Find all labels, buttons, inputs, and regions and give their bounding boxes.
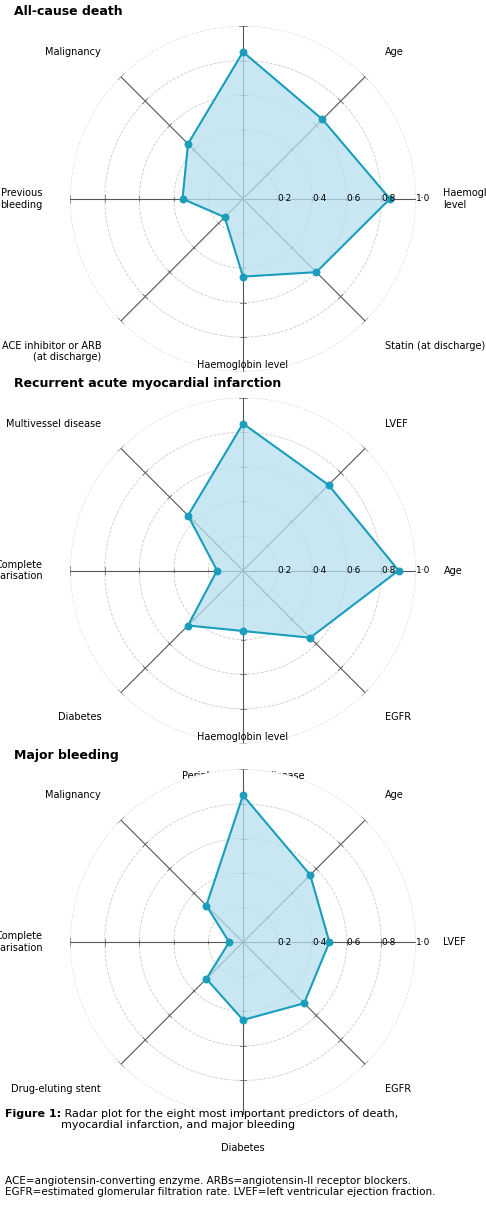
Text: Previous
bleeding: Previous bleeding [0, 188, 42, 209]
Text: ACE=angiotensin-converting enzyme. ARBs=angiotensin-II receptor blockers.
EGFR=e: ACE=angiotensin-converting enzyme. ARBs=… [5, 1176, 435, 1197]
Point [306, 627, 314, 647]
Text: All-cause death: All-cause death [15, 5, 123, 18]
Text: 0·8: 0·8 [381, 566, 396, 574]
Text: 0·4: 0·4 [312, 566, 327, 574]
Text: Age: Age [385, 791, 403, 801]
Text: 1·0: 1·0 [416, 194, 430, 203]
Text: 0·6: 0·6 [347, 566, 361, 574]
Text: 0·2: 0·2 [278, 194, 292, 203]
Point [203, 895, 210, 915]
Text: EGFR: EGFR [385, 712, 411, 722]
Text: 0·8: 0·8 [381, 937, 396, 947]
Polygon shape [183, 52, 390, 277]
Point [395, 561, 402, 581]
Text: Haemoglobin level: Haemoglobin level [197, 360, 289, 370]
Text: 0·4: 0·4 [312, 937, 327, 947]
Point [239, 42, 247, 62]
Text: Diabetes: Diabetes [58, 712, 101, 722]
Point [239, 413, 247, 433]
Text: Drug-eluting stent: Drug-eluting stent [12, 1084, 101, 1093]
Text: Multivessel disease: Multivessel disease [6, 418, 101, 429]
Text: Peripheral artery disease: Peripheral artery disease [182, 771, 304, 781]
Text: 1·0: 1·0 [416, 566, 430, 574]
Text: 0·8: 0·8 [381, 194, 396, 203]
Text: 0·6: 0·6 [347, 937, 361, 947]
Point [386, 189, 394, 209]
Text: LVEF: LVEF [385, 418, 407, 429]
Text: EGFR: EGFR [230, 400, 256, 410]
Text: Age: Age [444, 566, 462, 576]
Point [325, 475, 332, 494]
Text: 0·4: 0·4 [312, 194, 327, 203]
Text: Statin (at discharge): Statin (at discharge) [385, 341, 485, 351]
Point [179, 189, 187, 209]
Text: Malignancy: Malignancy [46, 47, 101, 57]
Text: LVEF: LVEF [444, 937, 466, 947]
Polygon shape [207, 796, 330, 1020]
Point [184, 506, 192, 525]
Point [239, 1010, 247, 1030]
Point [326, 932, 333, 952]
Point [221, 208, 228, 228]
Point [239, 786, 247, 806]
Text: Malignancy: Malignancy [46, 791, 101, 801]
Point [213, 561, 221, 581]
Text: 0·6: 0·6 [347, 194, 361, 203]
Text: Major bleeding: Major bleeding [15, 749, 119, 761]
Point [203, 969, 210, 989]
Text: Complete
revascularisation: Complete revascularisation [0, 560, 42, 582]
Point [306, 865, 314, 884]
Text: Radar plot for the eight most important predictors of death,
myocardial infarcti: Radar plot for the eight most important … [61, 1109, 398, 1130]
Text: EGFR: EGFR [385, 1084, 411, 1093]
Point [239, 621, 247, 641]
Point [226, 932, 233, 952]
Point [239, 267, 247, 287]
Text: 1·0: 1·0 [416, 937, 430, 947]
Text: Age: Age [385, 47, 403, 57]
Text: Complete
revascularisation: Complete revascularisation [0, 931, 42, 953]
Text: 0·2: 0·2 [278, 566, 292, 574]
Point [318, 109, 326, 129]
Text: Diabetes: Diabetes [221, 1143, 265, 1153]
Text: Haemoglobin level: Haemoglobin level [197, 732, 289, 742]
Point [184, 616, 192, 636]
Polygon shape [188, 423, 399, 637]
Point [184, 134, 192, 154]
Text: Figure 1:: Figure 1: [5, 1109, 61, 1119]
Text: Haemoglobin
level: Haemoglobin level [444, 188, 486, 209]
Point [312, 262, 320, 282]
Text: ACE inhibitor or ARB
(at discharge): ACE inhibitor or ARB (at discharge) [1, 341, 101, 362]
Point [300, 994, 308, 1014]
Text: 0·2: 0·2 [278, 937, 292, 947]
Text: Recurrent acute myocardial infarction: Recurrent acute myocardial infarction [15, 376, 281, 390]
